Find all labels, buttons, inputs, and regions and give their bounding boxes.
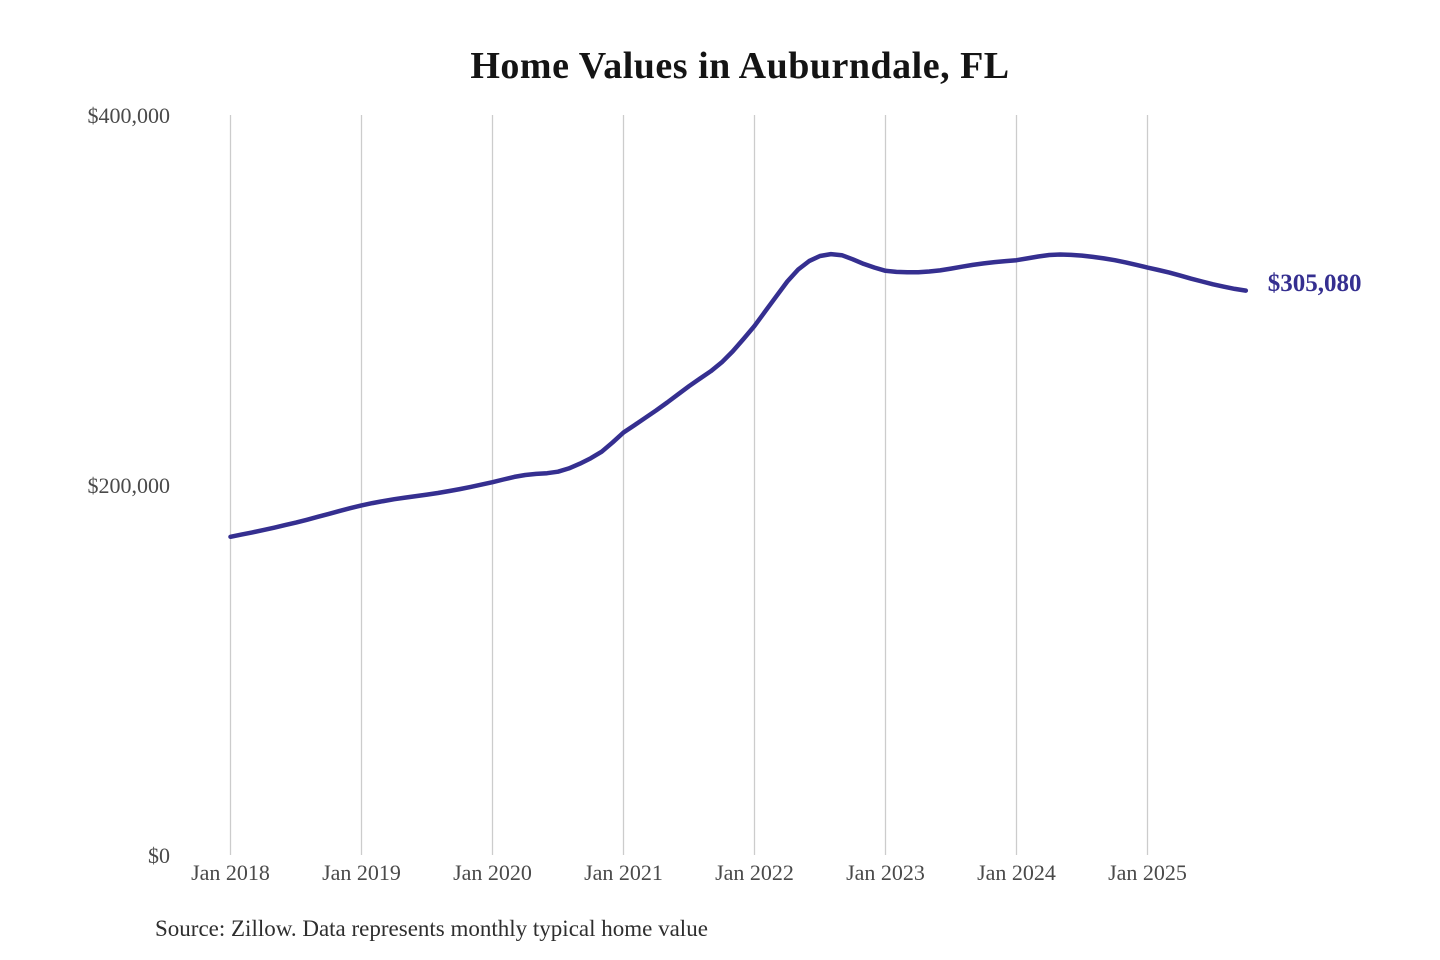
y-axis-tick-label: $0: [148, 843, 170, 868]
y-axis-tick-label: $400,000: [88, 103, 171, 128]
x-axis-tick-label: Jan 2022: [715, 860, 794, 885]
x-axis-tick-label: Jan 2019: [322, 860, 401, 885]
x-axis-tick-label: Jan 2018: [191, 860, 270, 885]
chart-title: Home Values in Auburndale, FL: [470, 45, 1010, 87]
x-axis-tick-label: Jan 2024: [977, 860, 1056, 885]
x-axis-tick-label: Jan 2025: [1108, 860, 1187, 885]
y-axis-tick-label: $200,000: [88, 473, 171, 498]
home-value-line: [228, 251, 1249, 540]
x-axis-tick-label: Jan 2023: [846, 860, 925, 885]
source-note: Source: Zillow. Data represents monthly …: [155, 916, 708, 941]
latest-value-label: $305,080: [1267, 269, 1362, 297]
x-axis-tick-label: Jan 2021: [584, 860, 663, 885]
x-axis-tick-label: Jan 2020: [453, 860, 532, 885]
